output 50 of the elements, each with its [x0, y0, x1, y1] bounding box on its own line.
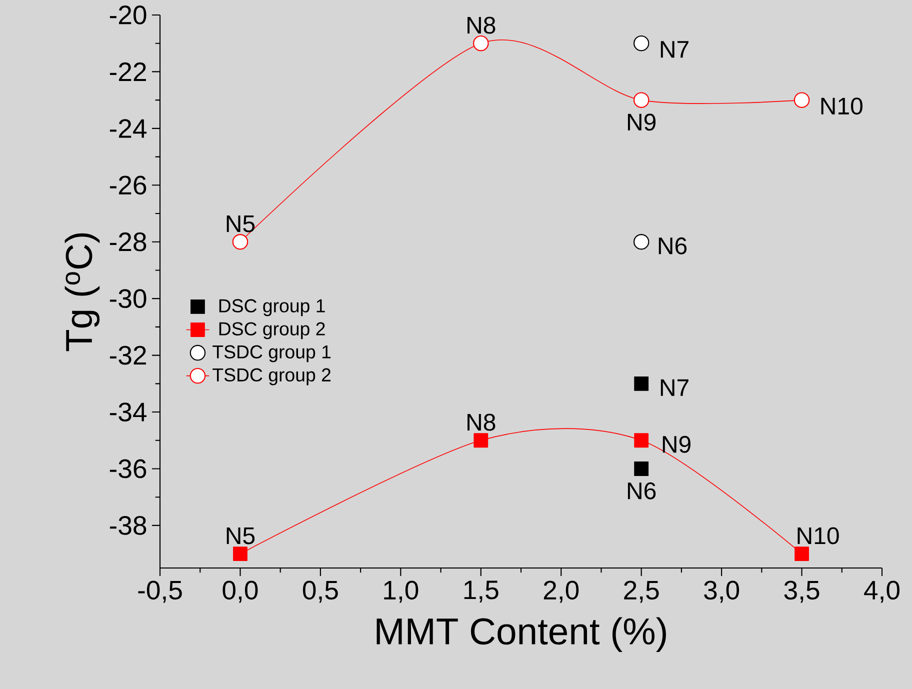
annotation: N9	[662, 436, 690, 453]
legend-label: TSDC group 1	[212, 345, 331, 362]
point	[633, 234, 650, 250]
annotation: N9	[628, 114, 656, 131]
x-tick-label: 1,5	[464, 580, 498, 602]
point	[474, 433, 488, 448]
point	[794, 92, 810, 108]
x-tick-label: 3,0	[704, 580, 740, 603]
annotation: N8	[468, 16, 496, 34]
y-axis-title: Tg ($^{o}$C)	[64, 233, 100, 352]
annotation: N6	[658, 237, 687, 254]
y-tick-label: -22	[110, 62, 146, 82]
annotation: N8	[468, 414, 496, 431]
y-tick-label: -32	[110, 346, 146, 365]
x-axis-title: MMT Content (%)	[376, 617, 666, 652]
point	[634, 433, 649, 448]
annotation: N5	[226, 527, 255, 544]
legend-label: DSC group 2	[219, 322, 325, 340]
point	[634, 462, 649, 476]
y-tick-label: -34	[110, 402, 147, 422]
y-tick-label: -24	[110, 119, 147, 138]
y-tick-label: -28	[110, 232, 146, 252]
x-tick-label: 2,0	[544, 580, 579, 603]
point	[233, 546, 248, 562]
annotation: N6	[628, 482, 656, 500]
y-tick-label: -36	[110, 459, 146, 478]
annotation: N7	[660, 41, 688, 58]
legend-label: TSDC group 2	[212, 368, 331, 386]
annotation: N7	[660, 379, 688, 396]
legend-label: DSC group 1	[219, 299, 325, 316]
x-tick-label: 2,5	[624, 580, 659, 603]
x-tick-label: 0,5	[302, 580, 338, 603]
x-tick-label: 0,0	[222, 580, 258, 603]
annotation: N10	[798, 527, 839, 544]
y-tick-label: -30	[110, 289, 146, 308]
point	[634, 376, 649, 391]
point	[473, 35, 489, 52]
x-tick-label: 1,0	[384, 580, 418, 603]
y-tick-label: -26	[110, 176, 146, 195]
annotation: N5	[226, 216, 255, 232]
y-tick-label: -20	[110, 6, 146, 24]
y-tick-label: -38	[110, 516, 146, 535]
x-tick-label: 3,5	[784, 580, 820, 603]
x-tick-label: 4,0	[864, 580, 900, 603]
x-tick-label: -0,5	[138, 580, 182, 603]
point	[794, 546, 809, 562]
point	[633, 35, 650, 52]
point	[232, 234, 248, 250]
annotation: N10	[821, 98, 862, 115]
point	[633, 92, 650, 108]
